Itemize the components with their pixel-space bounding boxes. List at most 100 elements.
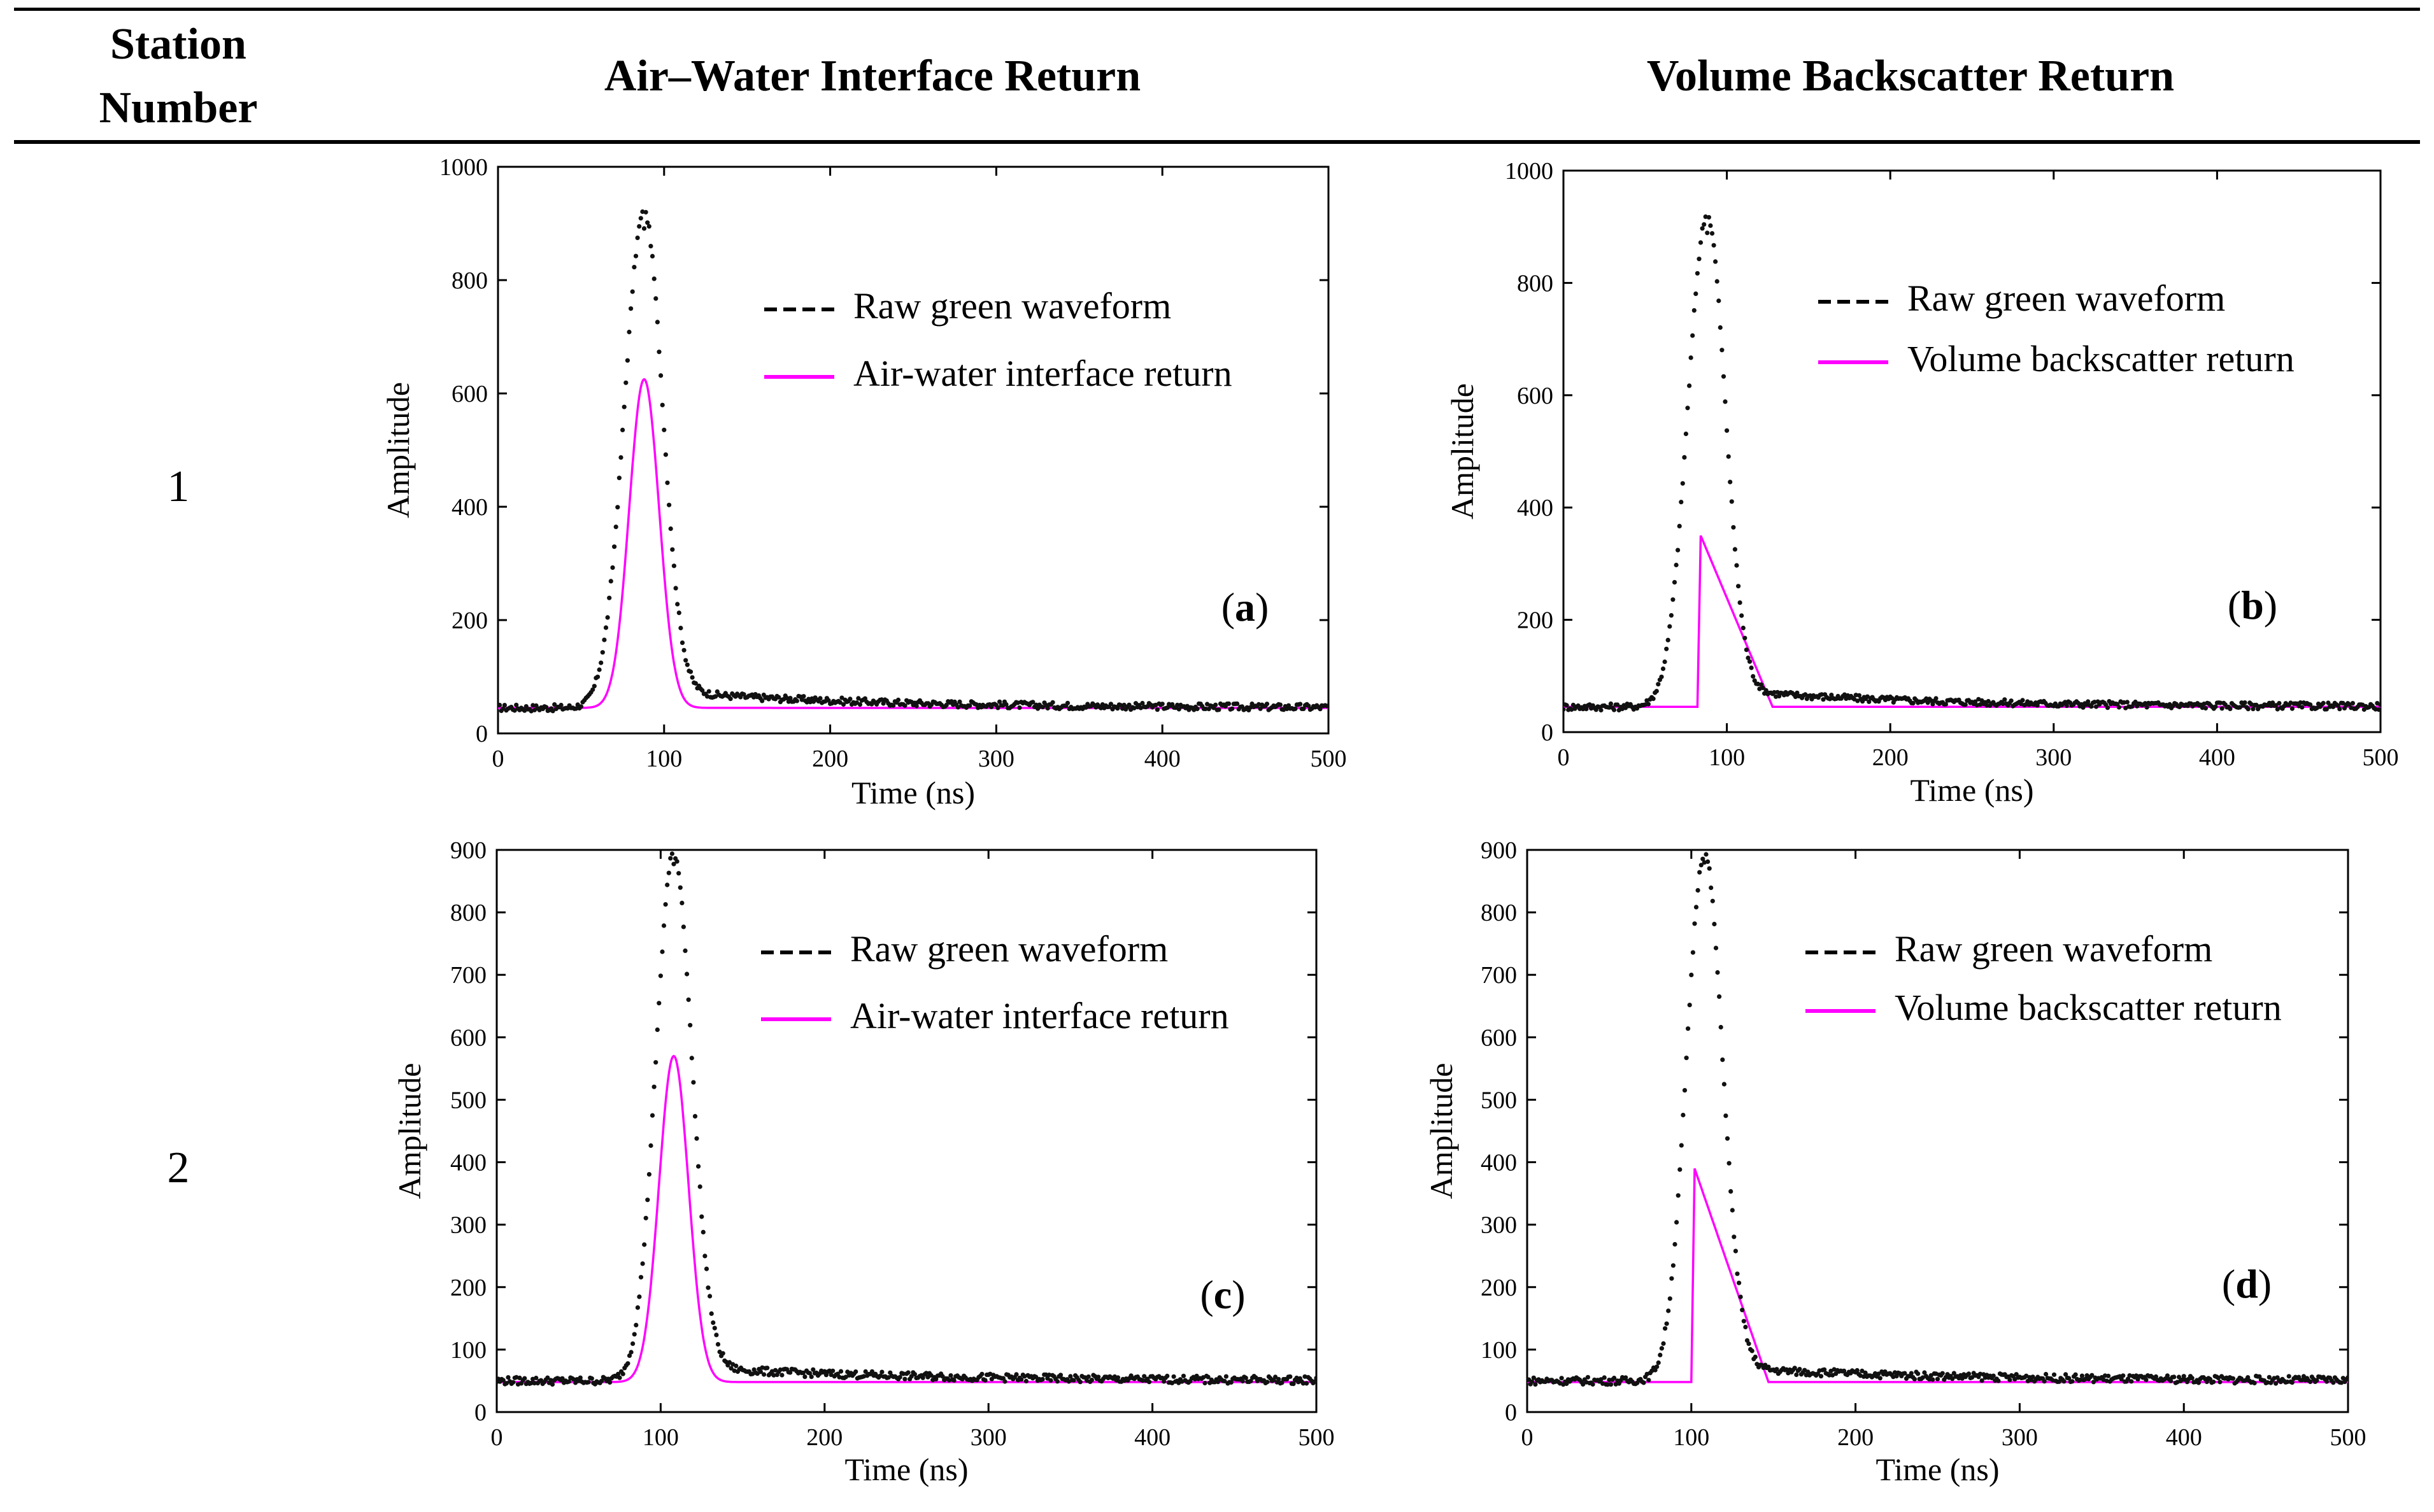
raw-waveform-point <box>1973 699 1978 704</box>
raw-waveform-point <box>1689 972 1694 977</box>
panel-label-b: (b) <box>2228 583 2277 628</box>
raw-waveform-point <box>995 705 1000 710</box>
raw-waveform-point <box>653 296 658 301</box>
legend-label-raw-b: Raw green waveform <box>1907 278 2225 319</box>
raw-waveform-point <box>2345 1375 2348 1380</box>
y-tick-label-a-0: 0 <box>476 721 488 747</box>
raw-waveform-point <box>1040 705 1045 710</box>
raw-waveform-point <box>1709 885 1714 891</box>
raw-waveform-point <box>1036 706 1041 711</box>
raw-waveform-point <box>1230 706 1235 711</box>
header-station-line2: Number <box>99 83 258 132</box>
raw-waveform-point <box>2153 1374 2158 1379</box>
raw-waveform-point <box>2089 1373 2095 1378</box>
raw-waveform-point <box>940 1374 945 1379</box>
y-tick-label-d-6: 600 <box>1481 1024 1517 1051</box>
raw-waveform-point <box>605 615 610 620</box>
panel-label-part: ) <box>1255 584 1269 630</box>
x-tick-label-b-0: 0 <box>1558 744 1570 771</box>
raw-waveform-point <box>1667 624 1672 629</box>
raw-waveform-point <box>1792 1366 1797 1371</box>
raw-waveform-point <box>706 1285 711 1290</box>
raw-waveform-point <box>1760 685 1765 691</box>
raw-waveform-point <box>1713 945 1719 950</box>
raw-waveform-point <box>1659 674 1664 679</box>
raw-waveform-point <box>665 480 670 485</box>
raw-waveform-point <box>2116 705 2121 710</box>
raw-waveform-point <box>1697 257 1702 262</box>
raw-waveform-point <box>595 674 601 679</box>
raw-waveform-point <box>1833 1371 1839 1376</box>
raw-waveform-point <box>1691 308 1697 313</box>
raw-waveform-point <box>498 702 502 708</box>
raw-waveform-point <box>1612 1375 1617 1381</box>
raw-waveform-point <box>597 667 602 672</box>
raw-waveform-point <box>2105 705 2110 710</box>
raw-waveform-point <box>857 702 863 707</box>
raw-waveform-point <box>2350 701 2355 706</box>
raw-waveform-point <box>1912 1376 1917 1381</box>
raw-waveform-point <box>650 253 655 258</box>
raw-waveform-point <box>589 1376 594 1381</box>
y-tick-label-a-3: 600 <box>452 381 488 407</box>
y-tick-label-a-2: 400 <box>452 494 488 521</box>
raw-waveform-point <box>1656 682 1661 687</box>
raw-waveform-point <box>690 675 695 680</box>
raw-waveform-point <box>1602 1375 1607 1380</box>
raw-waveform-point <box>2324 1379 2330 1384</box>
raw-waveform-point <box>1023 1378 1028 1383</box>
raw-waveform-point <box>1693 291 1698 296</box>
table-top-rule <box>14 8 2420 11</box>
raw-waveform-point <box>2121 1373 2126 1378</box>
raw-waveform-point <box>1746 1341 1751 1346</box>
raw-waveform-point <box>545 1375 550 1380</box>
raw-waveform-point <box>1700 856 1705 861</box>
raw-waveform-point <box>902 1376 907 1381</box>
raw-waveform-point <box>776 695 781 700</box>
raw-waveform-point <box>2002 697 2007 702</box>
raw-waveform-point <box>1146 1380 1152 1385</box>
raw-waveform-point <box>651 1084 657 1089</box>
raw-waveform-point <box>1043 1372 1048 1377</box>
raw-waveform-point <box>653 1060 658 1065</box>
raw-waveform-point <box>1709 231 1715 236</box>
raw-waveform-point <box>1725 1136 1730 1141</box>
raw-waveform-point <box>1728 479 1733 484</box>
raw-waveform-point <box>1677 1167 1683 1172</box>
raw-waveform-point <box>699 1214 704 1219</box>
raw-waveform-point <box>1071 1378 1076 1383</box>
raw-waveform-point <box>1684 1056 1689 1061</box>
raw-waveform-point <box>2219 706 2224 711</box>
raw-waveform-point <box>1922 1370 1927 1375</box>
raw-waveform-point <box>1581 1381 1586 1387</box>
raw-waveform-point <box>1659 1346 1664 1351</box>
raw-waveform-point <box>1660 666 1666 672</box>
raw-waveform-point <box>673 586 678 591</box>
raw-waveform-point <box>678 885 683 890</box>
raw-waveform-point <box>1235 701 1240 706</box>
raw-waveform-point <box>662 427 667 432</box>
raw-waveform-point <box>1720 1057 1725 1063</box>
raw-waveform-point <box>1089 1378 1094 1383</box>
raw-waveform-point <box>2063 1372 2068 1377</box>
raw-waveform-point <box>675 602 680 607</box>
raw-waveform-point <box>862 696 867 701</box>
raw-waveform-point <box>1646 702 1651 707</box>
raw-waveform-point <box>1933 696 1939 701</box>
raw-waveform-point <box>830 1368 836 1373</box>
raw-waveform-point <box>1030 700 1036 705</box>
header-station-number: Station Number <box>51 13 306 140</box>
raw-waveform-point <box>909 1374 914 1379</box>
raw-waveform-point <box>637 224 642 229</box>
raw-waveform-point <box>2119 1376 2124 1381</box>
raw-waveform-point <box>1598 707 1604 713</box>
raw-waveform-point <box>1909 1371 1914 1376</box>
panel-label-part: b <box>2241 583 2264 628</box>
raw-waveform-point <box>530 703 536 708</box>
raw-waveform-point <box>663 452 668 457</box>
raw-waveform-point <box>900 1371 906 1376</box>
raw-waveform-point <box>1607 705 1612 710</box>
y-tick-label-d-7: 700 <box>1481 962 1517 989</box>
raw-waveform-point <box>1732 1234 1737 1240</box>
